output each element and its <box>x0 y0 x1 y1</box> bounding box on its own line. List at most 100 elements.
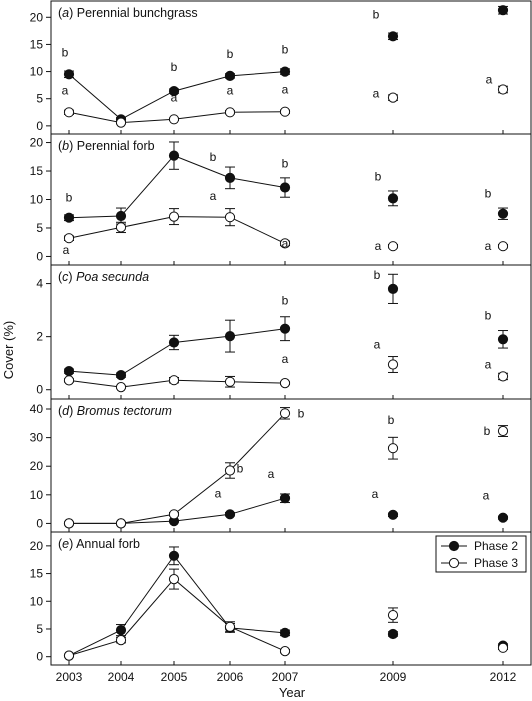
data-point <box>279 238 291 249</box>
data-point <box>168 550 180 561</box>
significance-letter: b <box>227 47 234 61</box>
significance-letter: a <box>268 467 275 481</box>
data-point <box>63 518 75 529</box>
x-tick-label: 2004 <box>108 670 135 684</box>
data-point <box>497 5 509 16</box>
data-point <box>497 208 509 219</box>
legend-label: Phase 3 <box>474 556 518 570</box>
significance-letter: a <box>375 239 382 253</box>
significance-letter: a <box>282 236 289 250</box>
data-point <box>224 509 236 520</box>
data-point <box>224 172 236 183</box>
panel-frame <box>50 133 532 266</box>
data-point <box>115 370 127 381</box>
data-point <box>387 610 399 621</box>
significance-letter: a <box>485 239 492 253</box>
panel-title: (c) Poa secunda <box>58 270 149 284</box>
significance-letter: b <box>374 268 381 282</box>
series-phase-3 <box>63 84 509 128</box>
series-line <box>68 578 286 657</box>
data-point <box>115 210 127 222</box>
data-point <box>115 222 127 233</box>
significance-letter: a <box>374 338 381 352</box>
data-point <box>279 627 291 639</box>
data-point <box>168 211 180 222</box>
data-point <box>224 70 236 82</box>
panel-c: 0 2 4 (c) Poa secunda b b b a a a <box>36 264 532 400</box>
significance-letter: a <box>62 83 69 97</box>
y-tick-label: 10 <box>30 594 44 608</box>
data-point <box>279 493 291 504</box>
x-tick-label: 2012 <box>490 670 517 684</box>
significance-letter: a <box>282 83 289 97</box>
x-axis-label: Year <box>279 685 306 700</box>
significance-letter: b <box>388 413 395 427</box>
y-tick-label: 0 <box>36 249 43 263</box>
data-point <box>387 31 399 42</box>
x-tick-labels: 2003 2004 2005 2006 2007 2009 2012 <box>56 670 517 684</box>
data-point <box>497 642 509 653</box>
data-point <box>387 283 399 294</box>
data-point <box>115 635 127 646</box>
significance-letter: b <box>484 424 491 438</box>
significance-letter: b <box>62 45 69 59</box>
significance-letter: a <box>215 486 222 500</box>
panel-title: (b) Perennial forb <box>58 139 155 153</box>
significance-letter: a <box>373 87 380 101</box>
significance-letter: b <box>298 406 305 420</box>
legend-label: Phase 2 <box>474 539 518 553</box>
data-point <box>63 366 75 377</box>
significance-letter: b <box>375 169 382 183</box>
series-line <box>69 412 286 524</box>
significance-letter: b <box>282 157 289 171</box>
data-point <box>387 443 399 454</box>
panel-d: 0 10 20 30 40 (d) Bromus tectorum a a a a b b b b <box>30 398 532 533</box>
data-point <box>279 323 291 334</box>
panel-frame <box>50 398 532 533</box>
series-phase-2 <box>63 5 509 125</box>
data-point <box>168 86 180 97</box>
significance-letter: a <box>486 72 493 86</box>
panel-title: (e) Annual forb <box>58 537 140 551</box>
data-point <box>168 337 180 348</box>
y-tick-label: 10 <box>30 193 44 207</box>
panel-frame <box>50 0 532 135</box>
data-point <box>279 646 291 657</box>
x-tick-label: 2007 <box>272 670 299 684</box>
data-point <box>168 150 180 161</box>
significance-letter: b <box>237 462 244 476</box>
data-point <box>115 625 127 636</box>
series-phase-3 <box>63 568 509 661</box>
series-phase-3 <box>63 407 509 529</box>
significance-letter: b <box>282 43 289 57</box>
data-point <box>63 107 75 118</box>
data-point <box>168 509 180 520</box>
legend-marker <box>448 557 460 569</box>
x-tick-label: 2005 <box>161 670 188 684</box>
data-point <box>387 193 399 204</box>
data-point <box>497 371 509 382</box>
series-phase-2 <box>63 273 509 381</box>
y-tick-label: 15 <box>30 164 44 178</box>
data-point <box>168 114 180 125</box>
data-point <box>168 375 180 386</box>
data-point <box>224 376 236 387</box>
series-phase-3 <box>63 208 509 252</box>
y-tick-label: 20 <box>30 136 44 150</box>
y-tick-label: 0 <box>36 516 43 530</box>
significance-letter: a <box>485 357 492 371</box>
data-point <box>497 241 509 252</box>
y-tick-label: 20 <box>30 459 44 473</box>
data-point <box>279 106 291 117</box>
panel-title: (d) Bromus tectorum <box>58 404 172 418</box>
y-tick-label: 20 <box>30 10 44 24</box>
significance-letter: b <box>485 187 492 201</box>
data-point <box>497 334 509 345</box>
x-tick-label: 2009 <box>380 670 407 684</box>
y-tick-label: 2 <box>36 330 43 344</box>
data-point <box>224 621 236 632</box>
significance-letter: b <box>373 7 380 21</box>
significance-letter: a <box>227 83 234 97</box>
